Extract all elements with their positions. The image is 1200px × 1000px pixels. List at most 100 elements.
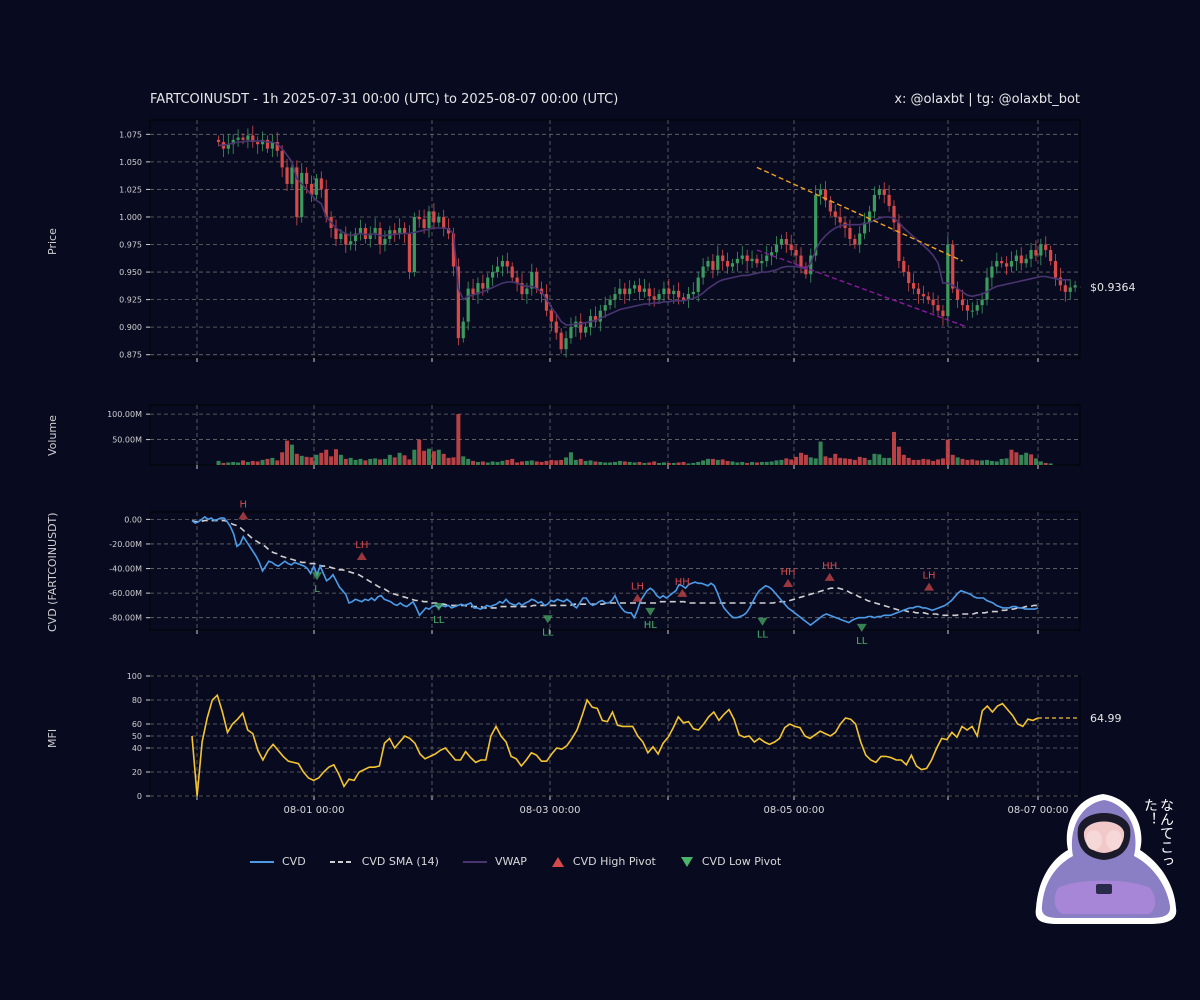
candle-body [828,200,832,212]
candle-body [241,137,245,140]
cvd-low-pivot-label: LL [433,615,445,626]
volume-bar [627,461,632,465]
price-ytick-label: 0.975 [119,241,142,250]
volume-bar [666,462,671,465]
candle-body [956,288,960,300]
volume-bar [554,460,559,465]
cvd-high-pivot [677,588,688,597]
mfi-ytick-label: 20 [132,768,142,777]
volume-bar [1024,452,1029,465]
volume-bar [451,457,456,465]
volume-bar [348,457,353,465]
candle-body [936,305,940,311]
candle-body [1063,285,1067,292]
candle-body [613,294,617,300]
volume-bar [852,459,857,465]
volume-bar [715,459,720,465]
volume-bar [407,459,412,465]
volume-bar [838,457,843,465]
candle-body [686,294,691,300]
candle-body [804,266,808,275]
vwap-line [218,140,1071,326]
price-ytick-label: 1.075 [119,130,142,139]
candle-body [1039,244,1043,256]
cvd-ytick-label: -60.00M [109,589,142,598]
volume-bar [1009,449,1014,465]
candle-body [1053,261,1058,278]
candle-body [300,172,304,217]
candle-body [755,258,759,264]
volume-bar [617,460,622,465]
volume-bar [461,456,466,465]
volume-bar [578,458,583,465]
volume-bar [549,459,554,465]
volume-bar [955,457,960,465]
volume-bar [309,457,314,465]
volume-bar [471,460,476,465]
candle-body [750,258,754,262]
volume-bar [495,461,500,465]
volume-bar [823,456,828,465]
volume-bar [436,449,441,465]
cvd-low-pivot [645,607,656,616]
candle-body [486,277,490,289]
volume-bar [994,461,999,465]
candle-body [858,233,862,245]
volume-bar [285,440,290,465]
candle-body [745,255,749,262]
volume-bar [652,461,657,465]
volume-bar [392,457,397,465]
volume-bar [583,460,588,465]
legend-item-cvd-sma: CVD SMA (14) [329,855,439,868]
candle-body [260,139,265,145]
candle-body [530,272,534,289]
candle-body [848,227,852,239]
candle-body [1009,261,1014,267]
candle-body [256,142,260,145]
author-credit: x: @olaxbt | tg: @olaxbt_bot [894,92,1080,107]
legend-label-cvd: CVD [282,855,306,868]
volume-bar [808,457,813,465]
cvd-low-pivot-label: HL [644,620,658,631]
volume-bar [960,458,965,465]
volume-bar [241,460,245,465]
volume-bar [250,460,255,465]
price-ytick-label: 0.950 [119,268,142,277]
cvd-high-pivot-label: HH [822,561,837,572]
x-tick-label: 08-05 00:00 [763,805,824,816]
volume-bar [539,461,544,465]
volume-bar [358,458,363,465]
candle-body [1019,255,1023,264]
legend: CVD CVD SMA (14) VWAP CVD High Pivot CVD… [250,855,781,868]
volume-bar [833,453,838,465]
cvd-ytick-label: -20.00M [109,540,142,549]
candle-body [711,261,715,270]
candle-body [417,216,421,220]
candle-body [422,219,426,228]
volume-ytick-label: 50.00M [112,436,142,445]
volume-bar [422,450,427,465]
volume-bar [255,461,260,465]
candle-body [946,244,950,317]
candle-body [652,296,656,300]
volume-bar [789,459,794,465]
legend-label-vwap: VWAP [494,855,527,868]
candle-body [980,299,984,306]
candle-body [951,244,955,289]
volume-bar [975,460,980,465]
price-ytick-label: 0.875 [119,351,142,360]
candle-body [990,266,994,278]
candle-body [995,261,999,267]
cvd-low-pivot [311,572,322,581]
candle-body [941,310,945,317]
candle-body [476,283,480,295]
candle-body [887,194,891,206]
x-tick-label: 08-01 00:00 [283,805,344,816]
volume-bar [524,460,529,465]
volume-bar [730,461,735,465]
candle-body [1034,250,1038,256]
volume-bar [446,457,451,465]
volume-bar [671,462,676,465]
volume-bar [980,460,985,465]
candle-body [349,241,353,245]
